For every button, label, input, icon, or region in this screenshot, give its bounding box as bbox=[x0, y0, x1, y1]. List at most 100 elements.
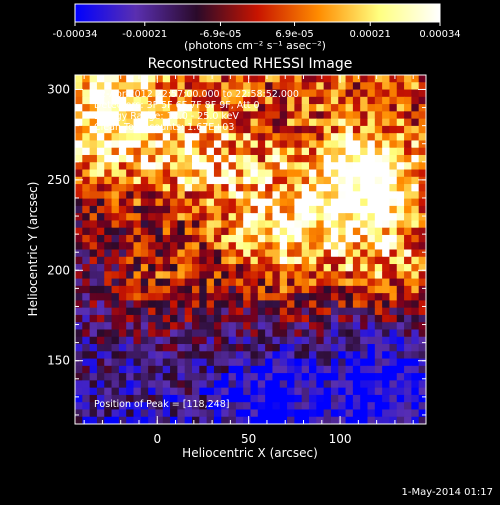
heatmap-cell bbox=[287, 176, 295, 185]
heatmap-cell bbox=[177, 162, 186, 171]
heatmap-cell bbox=[133, 82, 142, 91]
heatmap-cell bbox=[133, 314, 142, 323]
heatmap-cell bbox=[82, 213, 91, 222]
heatmap-cell bbox=[221, 234, 230, 243]
heatmap-cell bbox=[155, 314, 164, 323]
heatmap-cell bbox=[206, 133, 215, 142]
heatmap-cell bbox=[199, 358, 208, 367]
heatmap-cell bbox=[221, 104, 230, 112]
heatmap-cell bbox=[279, 314, 288, 323]
heatmap-cell bbox=[192, 125, 200, 134]
heatmap-cell bbox=[126, 184, 135, 192]
heatmap-cell bbox=[338, 111, 347, 120]
heatmap-cell bbox=[235, 147, 244, 156]
heatmap-cell bbox=[272, 264, 281, 272]
heatmap-cell bbox=[118, 96, 127, 105]
heatmap-cell bbox=[294, 75, 303, 83]
heatmap-cell bbox=[118, 220, 127, 229]
heatmap-cell bbox=[104, 351, 113, 360]
heatmap-cell bbox=[418, 409, 426, 418]
heatmap-cell bbox=[206, 373, 215, 381]
heatmap-cell bbox=[199, 234, 208, 243]
heatmap-cell bbox=[323, 198, 332, 207]
heatmap-cell bbox=[287, 387, 295, 396]
heatmap-cell bbox=[338, 256, 347, 265]
heatmap-cell bbox=[316, 125, 325, 134]
heatmap-cell bbox=[301, 365, 310, 374]
heatmap-cell bbox=[184, 387, 193, 396]
heatmap-cell bbox=[184, 118, 193, 127]
heatmap-cell bbox=[192, 154, 200, 163]
heatmap-cell bbox=[287, 96, 295, 105]
heatmap-cell bbox=[162, 278, 171, 287]
heatmap-cell bbox=[287, 351, 295, 360]
heatmap-cell bbox=[89, 198, 98, 207]
heatmap-cell bbox=[206, 147, 215, 156]
heatmap-cell bbox=[272, 125, 281, 134]
heatmap-cell bbox=[133, 293, 142, 301]
heatmap-cell bbox=[360, 176, 369, 185]
heatmap-cell bbox=[82, 322, 91, 331]
heatmap-cell bbox=[235, 278, 244, 287]
heatmap-cell bbox=[345, 322, 354, 331]
heatmap-cell bbox=[192, 133, 200, 142]
heatmap-cell bbox=[213, 285, 222, 294]
heatmap-cell bbox=[177, 89, 186, 98]
heatmap-cell bbox=[177, 82, 186, 91]
heatmap-cell bbox=[265, 125, 274, 134]
heatmap-cell bbox=[265, 147, 274, 156]
heatmap-cell bbox=[389, 125, 398, 134]
heatmap-cell bbox=[206, 198, 215, 207]
heatmap-cell bbox=[345, 329, 354, 338]
heatmap-cell bbox=[272, 104, 281, 112]
heatmap-cell bbox=[96, 147, 105, 156]
heatmap-cell bbox=[228, 125, 237, 134]
heatmap-cell bbox=[352, 75, 361, 83]
heatmap-cell bbox=[294, 344, 303, 352]
heatmap-cell bbox=[111, 387, 120, 396]
heatmap-cell bbox=[162, 358, 171, 367]
heatmap-cell bbox=[82, 82, 91, 91]
heatmap-cell bbox=[140, 89, 149, 98]
heatmap-cell bbox=[133, 416, 142, 424]
heatmap-cell bbox=[279, 256, 288, 265]
heatmap-cell bbox=[404, 147, 412, 156]
heatmap-cell bbox=[148, 111, 157, 120]
heatmap-cell bbox=[411, 329, 420, 338]
heatmap-cell bbox=[411, 111, 420, 120]
heatmap-cell bbox=[389, 75, 398, 83]
heatmap-cell bbox=[411, 213, 420, 222]
heatmap-cell bbox=[367, 147, 376, 156]
heatmap-cell bbox=[155, 234, 164, 243]
heatmap-cell bbox=[316, 184, 325, 192]
heatmap-cell bbox=[228, 205, 237, 214]
heatmap-cell bbox=[228, 220, 237, 229]
heatmap-cell bbox=[235, 329, 244, 338]
heatmap-cell bbox=[294, 373, 303, 381]
heatmap-cell bbox=[104, 300, 113, 309]
heatmap-cell bbox=[323, 133, 332, 142]
heatmap-cell bbox=[352, 89, 361, 98]
heatmap-cell bbox=[221, 322, 230, 331]
heatmap-cell bbox=[360, 394, 369, 403]
heatmap-cell bbox=[228, 394, 237, 403]
heatmap-cell bbox=[235, 169, 244, 178]
x-tick-label: 50 bbox=[241, 432, 256, 446]
heatmap-cell bbox=[235, 271, 244, 280]
heatmap-cell bbox=[177, 380, 186, 389]
heatmap-cell bbox=[360, 307, 369, 316]
heatmap-cell bbox=[360, 227, 369, 236]
heatmap-cell bbox=[257, 176, 266, 185]
heatmap-cell bbox=[170, 242, 178, 251]
heatmap-cell bbox=[294, 111, 303, 120]
heatmap-cell bbox=[301, 300, 310, 309]
heatmap-cell bbox=[309, 402, 317, 411]
heatmap-cell bbox=[192, 336, 200, 345]
heatmap-cell bbox=[330, 118, 339, 127]
heatmap-cell bbox=[404, 234, 412, 243]
heatmap-cell bbox=[75, 256, 83, 265]
heatmap-cell bbox=[352, 234, 361, 243]
heatmap-cell bbox=[82, 75, 91, 83]
heatmap-cell bbox=[155, 140, 164, 149]
heatmap-cell bbox=[345, 307, 354, 316]
